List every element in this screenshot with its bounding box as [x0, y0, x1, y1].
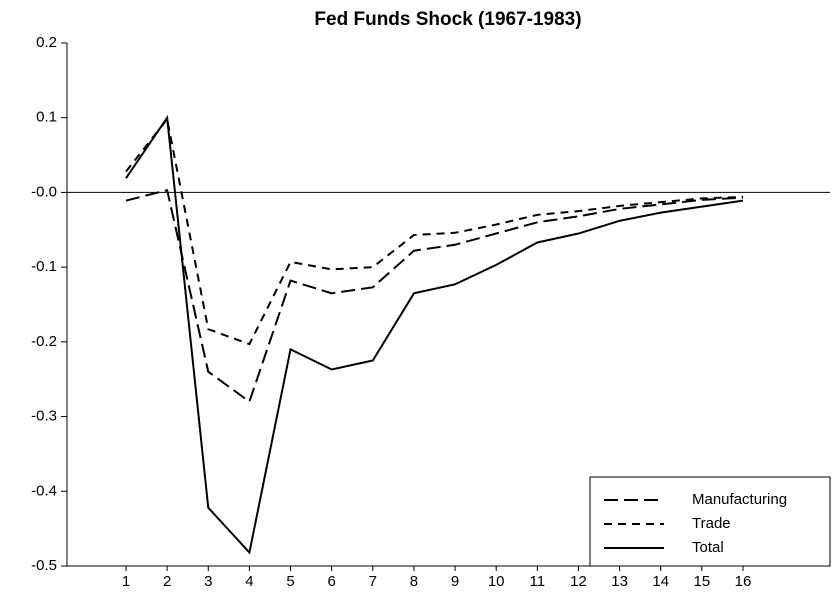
- legend-label: Trade: [692, 515, 731, 532]
- series-line: [125, 116, 744, 346]
- legend-label: Manufacturing: [692, 491, 787, 508]
- x-tick-label: 9: [451, 573, 459, 590]
- y-tick-label: 0.2: [36, 34, 57, 51]
- y-tick-label: -0.3: [31, 408, 57, 425]
- series-line: [125, 188, 744, 404]
- x-tick-label: 3: [204, 573, 212, 590]
- y-tick-label: -0.2: [31, 333, 57, 350]
- x-tick-label: 2: [163, 573, 171, 590]
- x-tick-label: 5: [286, 573, 294, 590]
- legend-label: Total: [692, 539, 724, 556]
- x-tick-label: 12: [570, 573, 587, 590]
- y-tick-label: -0.5: [31, 557, 57, 574]
- x-tick-label: 4: [245, 573, 253, 590]
- x-tick-label: 1: [122, 573, 130, 590]
- x-tick-label: 7: [369, 573, 377, 590]
- x-tick-label: 10: [488, 573, 505, 590]
- chart-title: Fed Funds Shock (1967-1983): [314, 9, 581, 30]
- x-tick-label: 13: [611, 573, 628, 590]
- x-tick-label: 16: [735, 573, 752, 590]
- series-line: [125, 114, 744, 555]
- x-tick-label: 14: [652, 573, 669, 590]
- x-tick-label: 8: [410, 573, 418, 590]
- y-tick-label: -0.0: [31, 183, 57, 200]
- y-tick-label: -0.1: [31, 258, 57, 275]
- y-tick-label: -0.4: [31, 482, 57, 499]
- legend-box: [589, 476, 831, 567]
- x-tick-label: 11: [530, 573, 546, 590]
- y-tick-label: 0.1: [36, 109, 57, 126]
- x-tick-label: 6: [327, 573, 335, 590]
- x-tick-label: 15: [694, 573, 711, 590]
